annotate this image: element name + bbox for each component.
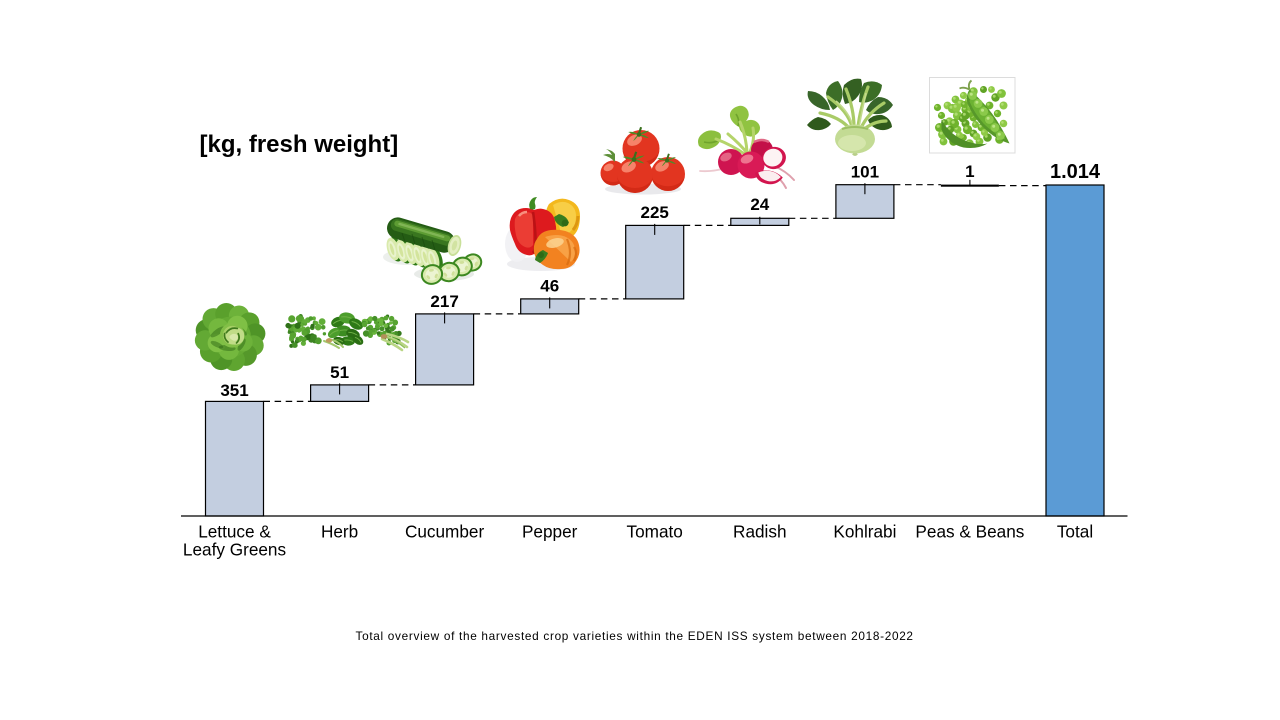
svg-text:Cucumber: Cucumber — [405, 522, 485, 542]
svg-text:Lettuce &: Lettuce & — [198, 522, 271, 542]
svg-text:Peas & Beans: Peas & Beans — [915, 522, 1024, 542]
svg-text:[kg, fresh weight]: [kg, fresh weight] — [200, 131, 399, 158]
svg-text:217: 217 — [430, 292, 458, 311]
svg-text:Kohlrabi: Kohlrabi — [833, 522, 896, 542]
svg-text:Leafy Greens: Leafy Greens — [183, 540, 286, 560]
svg-text:1.014: 1.014 — [1050, 161, 1101, 183]
svg-text:24: 24 — [750, 195, 769, 214]
svg-text:Tomato: Tomato — [627, 522, 683, 542]
svg-text:Herb: Herb — [321, 522, 358, 542]
svg-text:Pepper: Pepper — [522, 522, 578, 542]
svg-text:225: 225 — [641, 203, 669, 222]
svg-text:51: 51 — [330, 363, 349, 382]
svg-text:Radish: Radish — [733, 522, 787, 542]
svg-text:Total: Total — [1057, 522, 1093, 542]
svg-text:351: 351 — [220, 381, 248, 400]
svg-text:Total overview of the harveste: Total overview of the harvested crop var… — [356, 629, 913, 643]
svg-text:46: 46 — [540, 277, 559, 296]
svg-text:1: 1 — [965, 162, 974, 181]
svg-text:101: 101 — [851, 163, 879, 182]
